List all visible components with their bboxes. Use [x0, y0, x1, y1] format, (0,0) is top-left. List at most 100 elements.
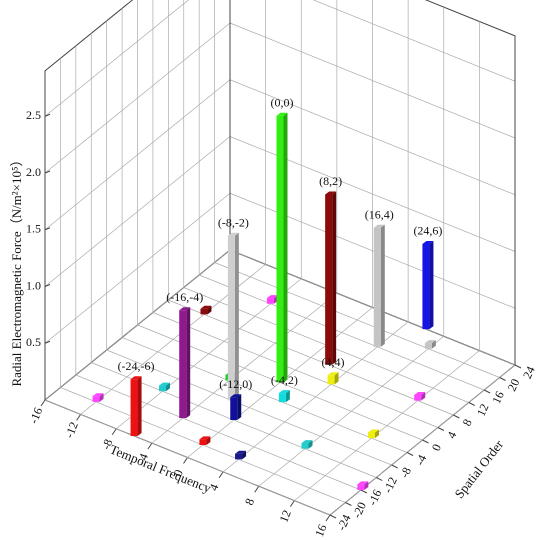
- bar-label: (-4,2): [271, 373, 298, 387]
- bar-front: [325, 194, 333, 365]
- bar-top: [199, 436, 211, 440]
- grid-line: [44, 79, 231, 231]
- x-tick: [40, 399, 46, 407]
- bar-side: [186, 307, 191, 419]
- grid-line: [44, 192, 231, 344]
- x-tick: [147, 442, 153, 450]
- z-tick: [44, 284, 51, 287]
- bar-front: [92, 396, 100, 402]
- bar-front: [235, 453, 243, 460]
- bar-side: [380, 224, 385, 347]
- bar-front: [276, 115, 284, 383]
- x-tick-label: -12: [62, 420, 81, 440]
- bar-front: [200, 308, 208, 315]
- bar-side: [237, 394, 242, 420]
- x-tick-label: 4: [206, 482, 221, 493]
- x-tick-label: 8: [242, 496, 257, 507]
- bar-front: [199, 439, 207, 445]
- bar-top: [301, 440, 313, 444]
- grid-line: [199, 274, 485, 391]
- y-tick: [406, 452, 414, 456]
- grid-line: [152, 312, 439, 428]
- z-tick-label: 0.5: [26, 335, 41, 349]
- bar-front: [278, 393, 286, 403]
- y-axis-label: Spatial Order: [451, 436, 506, 501]
- bar-side: [283, 112, 288, 383]
- y-tick: [483, 389, 491, 394]
- bar-label: (0,0): [271, 96, 294, 110]
- y-tick: [360, 489, 368, 494]
- bar-side: [285, 390, 290, 403]
- grid-line: [44, 0, 189, 117]
- bar-side: [234, 232, 239, 401]
- bar-top: [373, 224, 385, 228]
- bar-front: [179, 310, 187, 419]
- bar-top: [92, 393, 104, 397]
- y-tick: [514, 364, 522, 369]
- bar-side: [137, 376, 142, 436]
- y-tick-label: -4: [412, 452, 429, 467]
- x-tick: [218, 471, 224, 479]
- grid-line: [121, 337, 408, 453]
- grid-line: [214, 262, 500, 378]
- y-tick: [422, 439, 429, 444]
- bar-front: [230, 397, 238, 420]
- z-axis-label: Radial Electromagnetic Force（N/m²×10⁵）: [9, 153, 24, 386]
- x-tick-label: -4: [134, 451, 151, 466]
- z-tick-label: 1.5: [26, 222, 41, 236]
- bar-side: [242, 450, 247, 460]
- x-tick-label: 12: [276, 508, 293, 524]
- bar-top: [159, 382, 170, 386]
- bar-side: [429, 240, 434, 330]
- bar-front: [422, 243, 430, 330]
- grid-line: [106, 349, 392, 466]
- bar-top: [130, 376, 142, 380]
- bar-side: [207, 305, 212, 315]
- bar-label: (8,2): [319, 174, 342, 188]
- y-tick-label: -8: [397, 465, 414, 480]
- x-tick: [183, 457, 188, 464]
- y-tick: [499, 377, 506, 381]
- y-tick-label: 12: [474, 402, 492, 419]
- grid-line: [44, 399, 331, 516]
- bar-side: [166, 382, 170, 392]
- x-tick: [325, 514, 331, 522]
- bar-label: (-8,-2): [218, 215, 249, 229]
- bar-front: [424, 343, 432, 349]
- grid-line: [168, 299, 454, 416]
- x-axis-label: Temporal Frequency: [108, 441, 214, 495]
- grid-line: [229, 79, 516, 196]
- grid-line: [44, 22, 231, 174]
- bar-top: [325, 191, 337, 195]
- y-tick-label: -12: [380, 475, 399, 495]
- bar-top: [276, 112, 288, 116]
- y-tick-label: -16: [365, 487, 384, 507]
- bar-front: [227, 235, 235, 401]
- y-tick: [468, 402, 475, 406]
- y-tick: [437, 427, 445, 431]
- z-tick-label: 2.0: [26, 165, 41, 179]
- z-tick-label: 1.0: [26, 278, 41, 292]
- bar-top: [414, 391, 426, 395]
- bar-side: [334, 372, 339, 385]
- grid-line: [229, 22, 516, 139]
- grid-line: [312, 0, 516, 82]
- y-tick: [453, 414, 460, 419]
- bar-top: [200, 305, 212, 309]
- z-tick: [44, 170, 51, 174]
- bar-side: [308, 440, 313, 449]
- bar-label: (24,6): [413, 224, 442, 238]
- y-tick-label: -24: [334, 512, 353, 532]
- bar-label: (-12,0): [219, 377, 252, 391]
- y-tick: [329, 514, 337, 519]
- bar-top: [424, 340, 436, 344]
- bar-side: [99, 393, 104, 402]
- x-tick: [111, 428, 117, 436]
- x-tick-label: 0: [171, 468, 186, 479]
- bar-top: [278, 390, 290, 394]
- y-tick-label: 4: [444, 429, 459, 440]
- z-tick: [44, 113, 51, 117]
- bar-side: [332, 191, 337, 365]
- y-tick-label: 24: [520, 364, 538, 381]
